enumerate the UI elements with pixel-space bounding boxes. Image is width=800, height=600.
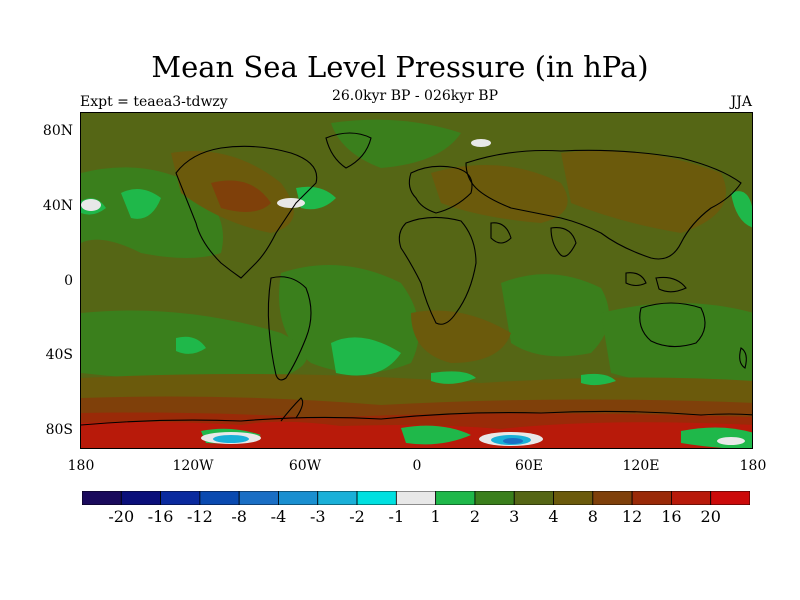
- lat-label-40n: 40N: [42, 198, 73, 214]
- field-patch-light-na: [121, 189, 161, 219]
- colorbar-box: [395, 491, 437, 505]
- lon-label-120w: 120W: [172, 458, 214, 474]
- field-patch-light-indian: [431, 371, 476, 384]
- lon-label-180e: 180: [739, 458, 767, 474]
- lon-label-120e: 120E: [622, 458, 660, 474]
- lon-label-60w: 60W: [288, 458, 322, 474]
- colorbar-label: -12: [186, 507, 213, 526]
- field-spot-blue-ant: [503, 438, 523, 444]
- colorbar-label: 1: [430, 507, 441, 526]
- colorbar-label: 2: [469, 507, 481, 526]
- colorbar-box: [238, 491, 279, 505]
- field-patch-light-sp: [176, 336, 206, 354]
- colorbar-box: [120, 491, 161, 505]
- field-region-positive-south: [411, 310, 511, 363]
- colorbar-box: [631, 491, 672, 505]
- field-spot-white-na: [277, 198, 305, 208]
- experiment-label: Expt = teaea3-tdwzy: [80, 94, 228, 110]
- lat-label-40s: 40S: [45, 347, 73, 363]
- field-spot-white-ant-3: [717, 437, 745, 445]
- lat-label-0: 0: [64, 273, 73, 289]
- lon-label-180w: 180: [67, 458, 95, 474]
- map-title: Mean Sea Level Pressure (in hPa): [151, 50, 649, 84]
- colorbar-box: [278, 491, 319, 505]
- colorbar-label: 4: [548, 507, 559, 526]
- colorbar-box: [356, 491, 397, 505]
- field-patch-light-ant-2: [401, 425, 471, 445]
- season-label: JJA: [730, 94, 752, 110]
- colorbar-box: [317, 491, 358, 505]
- field-region-positive-eu: [431, 165, 568, 223]
- colorbar-box: [513, 491, 554, 505]
- colorbar-box: [553, 491, 594, 505]
- field-spot-white-arctic: [471, 139, 491, 147]
- field-region-positive-asia: [561, 150, 726, 233]
- colorbar-label: 8: [587, 507, 598, 526]
- colorbar-label: 12: [621, 507, 643, 526]
- field-spot-white-np: [81, 199, 101, 211]
- colorbar-box: [710, 491, 750, 505]
- lon-label-0: 0: [412, 458, 422, 474]
- colorbar-box: [671, 491, 712, 505]
- colorbar-box: [592, 491, 633, 505]
- map-panel: [80, 112, 753, 449]
- colorbar-label: -3: [309, 507, 326, 526]
- field-patch-light-so: [581, 373, 616, 386]
- coastlines: [81, 132, 752, 426]
- colorbar-box: [82, 491, 122, 505]
- colorbar-label: -20: [108, 507, 135, 526]
- colorbar-box: [160, 491, 201, 505]
- colorbar-box: [474, 491, 515, 505]
- colorbar-box: [435, 491, 476, 505]
- colorbar-label: -2: [349, 507, 365, 526]
- colorbar-box: [199, 491, 240, 505]
- colorbar-label: -8: [231, 507, 247, 526]
- lat-label-80s: 80S: [45, 422, 73, 438]
- colorbar: [82, 491, 750, 505]
- field-region-high-north: [211, 180, 271, 212]
- colorbar-label: -16: [147, 507, 174, 526]
- colorbar-label: -1: [388, 507, 405, 526]
- colorbar-label: 16: [661, 507, 682, 526]
- colorbar-label: 3: [509, 507, 520, 526]
- field-region-mid-pacific: [601, 303, 752, 387]
- map-field: [81, 113, 752, 448]
- field-region-mid-indian: [501, 274, 609, 357]
- field-region-mid-arctic: [331, 119, 461, 168]
- field-patch-light-pacific-east: [731, 191, 752, 228]
- lat-label-80n: 80N: [42, 123, 73, 139]
- lon-label-60e: 60E: [514, 458, 544, 474]
- field-patch-light-satl: [331, 337, 401, 376]
- field-spot-cyan-ant-1: [213, 435, 249, 443]
- colorbar-label: -4: [270, 507, 287, 526]
- colorbar-label: 20: [700, 507, 721, 526]
- map-subtitle: 26.0kyr BP - 026kyr BP: [331, 88, 498, 104]
